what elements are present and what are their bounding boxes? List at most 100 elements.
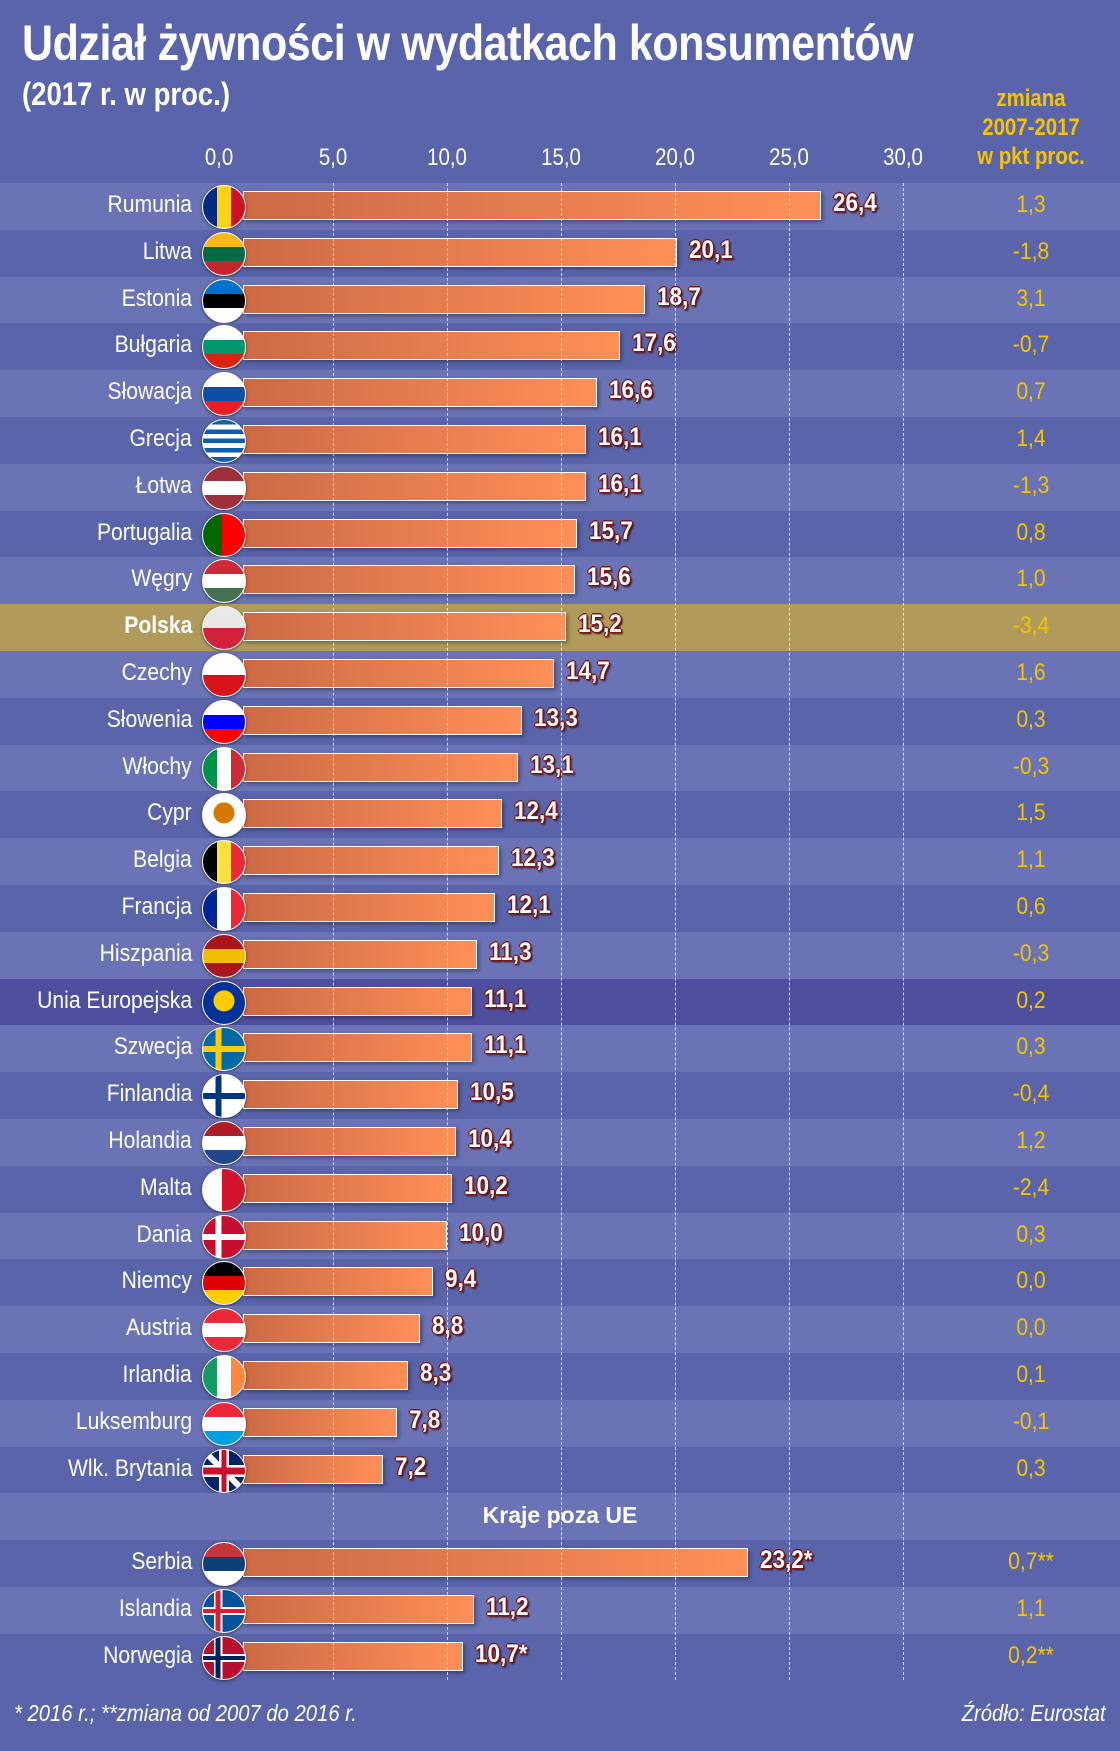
bar <box>243 612 566 642</box>
data-label: 11,3 <box>488 937 532 966</box>
section-label: Kraje poza UE <box>482 1502 638 1529</box>
bar <box>243 1407 397 1437</box>
category-label: Węgry <box>130 565 192 593</box>
category-label: Niemcy <box>121 1267 192 1295</box>
data-label: 12,4 <box>513 797 558 826</box>
flag-icon <box>202 887 246 931</box>
flag-icon <box>202 980 246 1025</box>
gridline <box>903 183 904 1680</box>
change-value: -1,8 <box>1012 237 1050 265</box>
data-label: 23,2* <box>759 1546 813 1575</box>
flag-icon <box>202 512 246 557</box>
change-value: 3,1 <box>1016 284 1046 312</box>
bar-row: Węgry 15,6 1,0 <box>0 557 1120 605</box>
flag-icon <box>202 840 246 885</box>
flag-icon <box>202 1261 246 1306</box>
data-label: 10,7* <box>474 1639 528 1668</box>
change-value: 0,3 <box>1016 1033 1046 1061</box>
flag-icon <box>202 278 246 323</box>
bar <box>243 1033 473 1063</box>
data-label: 9,4 <box>445 1265 477 1294</box>
chart-subtitle: (2017 r. w proc.) <box>22 76 231 112</box>
category-label: Słowenia <box>106 705 192 733</box>
x-tick-label: 30,0 <box>883 144 923 171</box>
flag-icon <box>202 1074 246 1119</box>
x-tick-label: 15,0 <box>541 144 581 171</box>
category-label: Słowacja <box>107 378 192 406</box>
bar-row: Bułgaria 17,6 -0,7 <box>0 323 1120 371</box>
flag-icon <box>202 606 246 651</box>
bar-row: Szwecja 11,1 0,3 <box>0 1025 1120 1073</box>
category-label: Belgia <box>133 846 192 874</box>
category-label: Irlandia <box>122 1361 192 1388</box>
gridline <box>675 183 676 1680</box>
bar-row: Cypr 12,4 1,5 <box>0 791 1120 839</box>
bar <box>243 1595 475 1624</box>
change-header-line: zmiana <box>996 85 1066 112</box>
x-tick-label: 5,0 <box>318 144 348 171</box>
bar-row: Austria 8,8 0,0 <box>0 1306 1120 1353</box>
bar <box>243 799 502 829</box>
data-label: 15,6 <box>586 563 631 592</box>
data-label: 16,1 <box>598 469 642 498</box>
flag-icon <box>202 231 246 276</box>
gridline <box>447 183 448 1680</box>
bar-row: Islandia 11,2 1,1 <box>0 1587 1120 1634</box>
gridline <box>561 183 562 1680</box>
flag-icon <box>202 1167 246 1212</box>
bar-row: Włochy 13,1 -0,3 <box>0 744 1120 792</box>
bar <box>243 846 500 876</box>
bar <box>243 378 598 408</box>
flag-icon <box>202 465 246 510</box>
x-tick-label: 20,0 <box>655 144 695 171</box>
data-label: 12,3 <box>511 844 556 873</box>
data-label: 16,6 <box>609 376 654 405</box>
change-value: 1,6 <box>1016 659 1046 686</box>
change-value: 0,7 <box>1016 378 1046 406</box>
bar <box>243 191 821 220</box>
flag-icon <box>202 699 246 744</box>
change-value: -0,3 <box>1012 752 1050 780</box>
bar-row: Finlandia 10,5 -0,4 <box>0 1072 1120 1119</box>
bar-row: Irlandia 8,3 0,1 <box>0 1353 1120 1400</box>
bar <box>243 1641 463 1671</box>
category-label: Bułgaria <box>114 331 192 359</box>
category-label: Norwegia <box>102 1641 192 1669</box>
change-value: 0,1 <box>1016 1361 1046 1388</box>
data-label: 8,3 <box>420 1359 452 1387</box>
bar-row: Czechy 14,7 1,6 <box>0 651 1120 698</box>
change-value: 1,0 <box>1016 565 1046 593</box>
x-tick-label: 0,0 <box>204 144 234 171</box>
category-label: Serbia <box>130 1548 192 1576</box>
source-note: Źródło: Eurostat <box>961 1700 1106 1726</box>
bar <box>243 518 577 548</box>
bar-row: Serbia 23,2* 0,7** <box>0 1540 1120 1587</box>
data-label: 13,1 <box>529 750 574 779</box>
flag-icon <box>202 1542 246 1587</box>
gridline <box>333 183 334 1680</box>
x-tick-label: 25,0 <box>769 144 809 171</box>
category-label: Czechy <box>121 659 192 686</box>
change-value: 1,4 <box>1016 425 1046 452</box>
flag-icon <box>202 559 246 604</box>
category-label: Finlandia <box>106 1080 192 1108</box>
bar <box>243 1548 748 1578</box>
category-label: Holandia <box>108 1127 192 1154</box>
category-label: Szwecja <box>113 1033 192 1061</box>
data-label: 11,1 <box>484 984 527 1013</box>
bar-row: Francja 12,1 0,6 <box>0 885 1120 932</box>
bar <box>243 1361 409 1390</box>
bar <box>243 1080 459 1110</box>
footnote: * 2016 r.; **zmiana od 2007 do 2016 r. <box>14 1700 357 1726</box>
bar <box>243 471 587 501</box>
change-value: -0,3 <box>1012 939 1050 967</box>
change-value: -0,4 <box>1012 1080 1050 1108</box>
bar <box>243 893 495 922</box>
bar-row: Litwa 20,1 -1,8 <box>0 229 1120 277</box>
bar <box>243 284 646 314</box>
flag-icon <box>202 1308 246 1353</box>
flag-icon <box>202 325 246 370</box>
bar-row: Luksemburg 7,8 -0,1 <box>0 1399 1120 1447</box>
change-value: 1,1 <box>1016 846 1046 874</box>
